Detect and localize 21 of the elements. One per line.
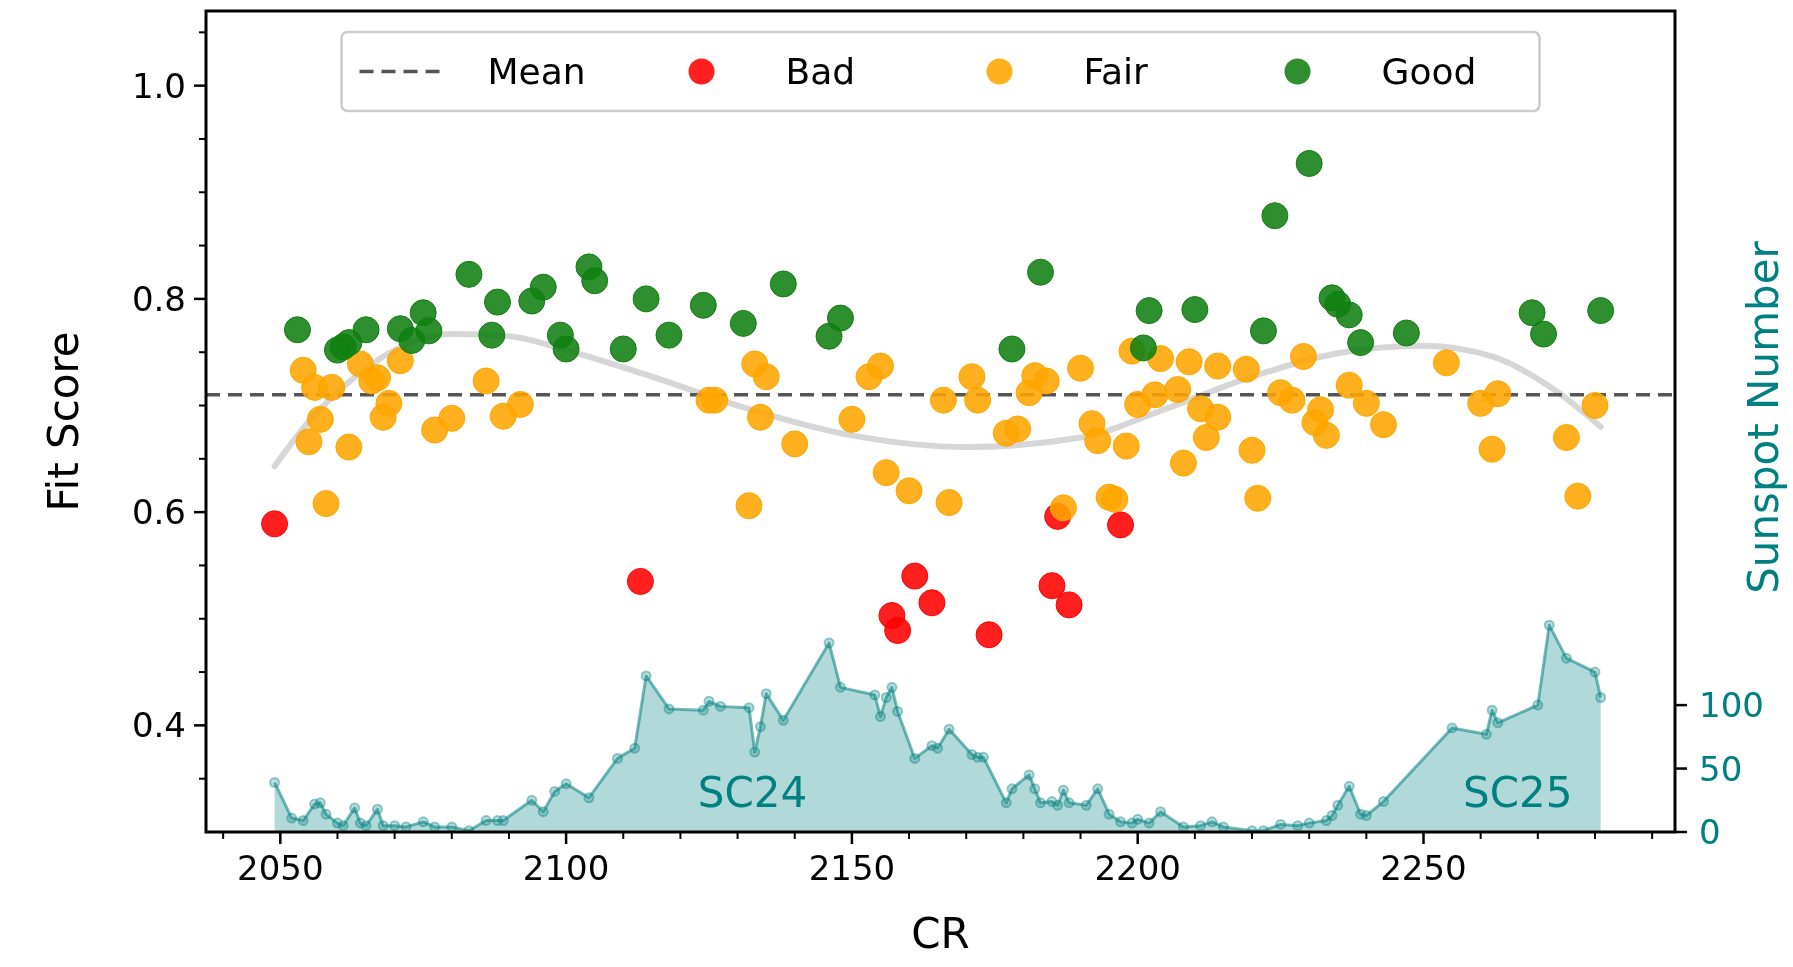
y2-tick-label: 50	[1699, 748, 1743, 789]
y-tick-label: 0.8	[131, 278, 186, 319]
y-tick-label: 0.4	[131, 705, 186, 746]
legend-label: Bad	[785, 51, 856, 92]
y-tick-label: 1.0	[131, 65, 186, 106]
x-tick-label: 2100	[522, 848, 610, 888]
legend-label: Good	[1381, 51, 1477, 92]
x-axis-title: CR	[911, 909, 970, 958]
legend-label: Mean	[487, 51, 586, 92]
y-tick-label: 0.6	[131, 492, 186, 533]
x-tick-label: 2050	[237, 848, 324, 888]
annotation: SC25	[1463, 767, 1573, 817]
x-tick-label: 2200	[1094, 848, 1181, 888]
y2-tick-label: 0	[1699, 812, 1721, 852]
y2-tick-label: 100	[1699, 685, 1764, 726]
y-axis-title: Fit Score	[38, 331, 88, 512]
x-tick-label: 2250	[1380, 848, 1467, 888]
x-tick-label: 2150	[808, 848, 896, 888]
y2-axis-title: Sunspot Number	[1738, 240, 1788, 594]
legend-label: Fair	[1083, 51, 1148, 92]
annotation: SC24	[697, 767, 808, 817]
